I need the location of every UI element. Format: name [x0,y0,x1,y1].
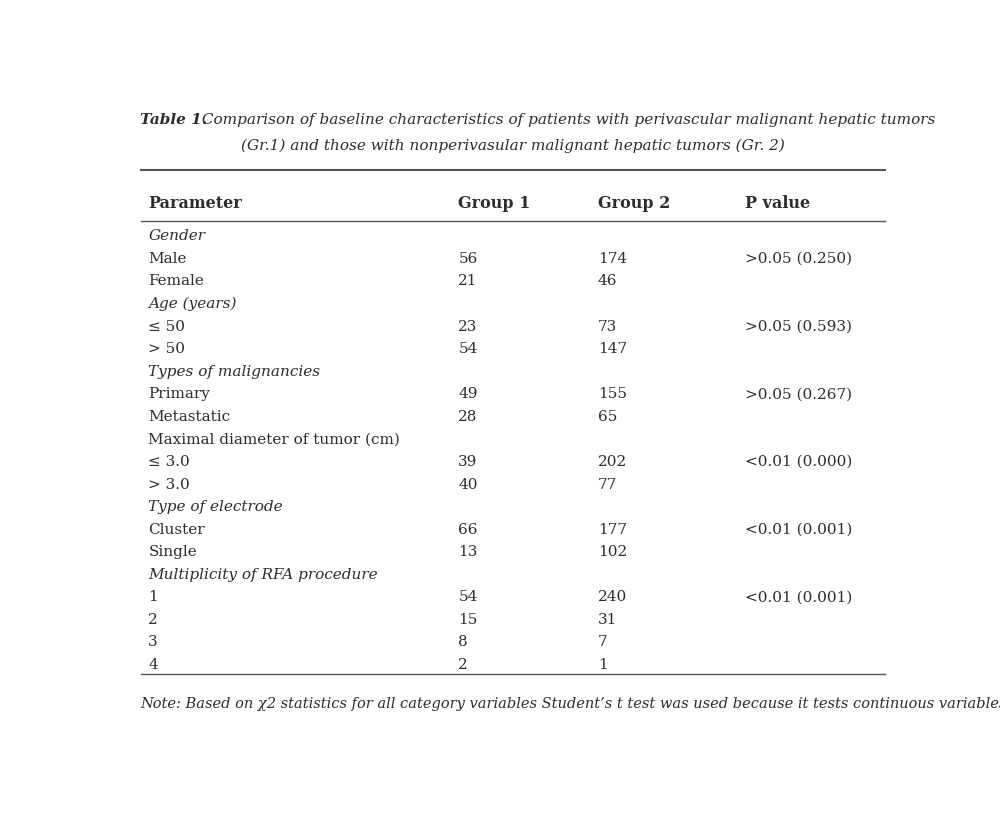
Text: 39: 39 [458,455,478,469]
Text: P value: P value [745,195,810,212]
Text: 147: 147 [598,342,627,356]
Text: 31: 31 [598,613,617,627]
Text: 7: 7 [598,636,607,650]
Text: 155: 155 [598,387,627,401]
Text: Gender: Gender [148,230,205,243]
Text: <0.01 (0.000): <0.01 (0.000) [745,455,852,469]
Text: Single: Single [148,545,197,559]
Text: Group 1: Group 1 [458,195,531,212]
Text: 2: 2 [458,658,468,672]
Text: ≤ 3.0: ≤ 3.0 [148,455,190,469]
Text: Types of malignancies: Types of malignancies [148,365,320,379]
Text: <0.01 (0.001): <0.01 (0.001) [745,523,852,536]
Text: 65: 65 [598,409,617,424]
Text: >0.05 (0.593): >0.05 (0.593) [745,320,852,334]
Text: 4: 4 [148,658,158,672]
Text: 73: 73 [598,320,617,334]
Text: 202: 202 [598,455,627,469]
Text: ≤ 50: ≤ 50 [148,320,185,334]
Text: Comparison of baseline characteristics of patients with perivascular malignant h: Comparison of baseline characteristics o… [197,113,935,127]
Text: 177: 177 [598,523,627,536]
Text: Parameter: Parameter [148,195,242,212]
Text: Table 1.: Table 1. [140,113,208,127]
Text: Primary: Primary [148,387,210,401]
Text: Cluster: Cluster [148,523,205,536]
Text: 3: 3 [148,636,158,650]
Text: >0.05 (0.250): >0.05 (0.250) [745,252,852,266]
Text: 28: 28 [458,409,478,424]
Text: 102: 102 [598,545,627,559]
Text: Male: Male [148,252,187,266]
Text: 8: 8 [458,636,468,650]
Text: > 3.0: > 3.0 [148,478,190,492]
Text: 1: 1 [148,590,158,604]
Text: Multiplicity of RFA procedure: Multiplicity of RFA procedure [148,567,378,582]
Text: >0.05 (0.267): >0.05 (0.267) [745,387,852,401]
Text: 21: 21 [458,274,478,288]
Text: 49: 49 [458,387,478,401]
Text: 174: 174 [598,252,627,266]
Text: 40: 40 [458,478,478,492]
Text: Group 2: Group 2 [598,195,670,212]
Text: 77: 77 [598,478,617,492]
Text: Age (years): Age (years) [148,297,237,312]
Text: (Gr.1) and those with nonperivasular malignant hepatic tumors (Gr. 2): (Gr.1) and those with nonperivasular mal… [241,138,784,153]
Text: 13: 13 [458,545,478,559]
Text: Female: Female [148,274,204,288]
Text: 2: 2 [148,613,158,627]
Text: Type of electrode: Type of electrode [148,500,283,514]
Text: 46: 46 [598,274,617,288]
Text: <0.01 (0.001): <0.01 (0.001) [745,590,852,604]
Text: 1: 1 [598,658,608,672]
Text: > 50: > 50 [148,342,185,356]
Text: 56: 56 [458,252,478,266]
Text: Note: Based on χ2 statistics for all category variables Student’s t test was use: Note: Based on χ2 statistics for all cat… [140,697,1000,711]
Text: 15: 15 [458,613,478,627]
Text: 66: 66 [458,523,478,536]
Text: 54: 54 [458,342,478,356]
Text: Metastatic: Metastatic [148,409,230,424]
Text: 23: 23 [458,320,478,334]
Text: 240: 240 [598,590,627,604]
Text: Maximal diameter of tumor (cm): Maximal diameter of tumor (cm) [148,432,400,446]
Text: 54: 54 [458,590,478,604]
